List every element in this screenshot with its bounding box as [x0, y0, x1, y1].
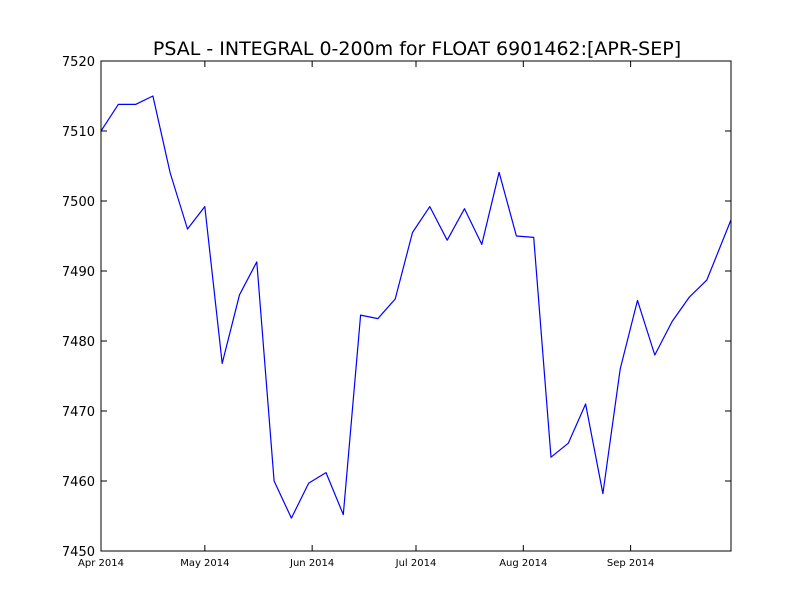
x-tick-label: May 2014 — [180, 558, 229, 569]
chart-title: PSAL - INTEGRAL 0-200m for FLOAT 6901462… — [153, 38, 681, 60]
x-tick-label: Apr 2014 — [78, 558, 124, 569]
y-tick-label: 7520 — [62, 55, 95, 70]
x-tick-label: Aug 2014 — [499, 558, 547, 569]
series-line — [100, 95, 732, 519]
x-tick-label: Sep 2014 — [607, 558, 654, 569]
x-tick-label: Jul 2014 — [395, 558, 437, 569]
y-tick-label: 7490 — [62, 265, 95, 280]
y-tick-label: 7510 — [62, 125, 95, 140]
y-tick-label: 7480 — [62, 335, 95, 350]
y-tick-label: 7500 — [62, 195, 95, 210]
plot-frame — [100, 60, 732, 552]
y-axis: 7450 7460 7470 7480 7490 7500 7510 7520 — [62, 55, 731, 560]
y-tick-label: 7460 — [62, 475, 95, 490]
x-tick-label: Jun 2014 — [289, 558, 334, 569]
y-tick-label: 7450 — [62, 545, 95, 560]
y-tick-label: 7470 — [62, 405, 95, 420]
